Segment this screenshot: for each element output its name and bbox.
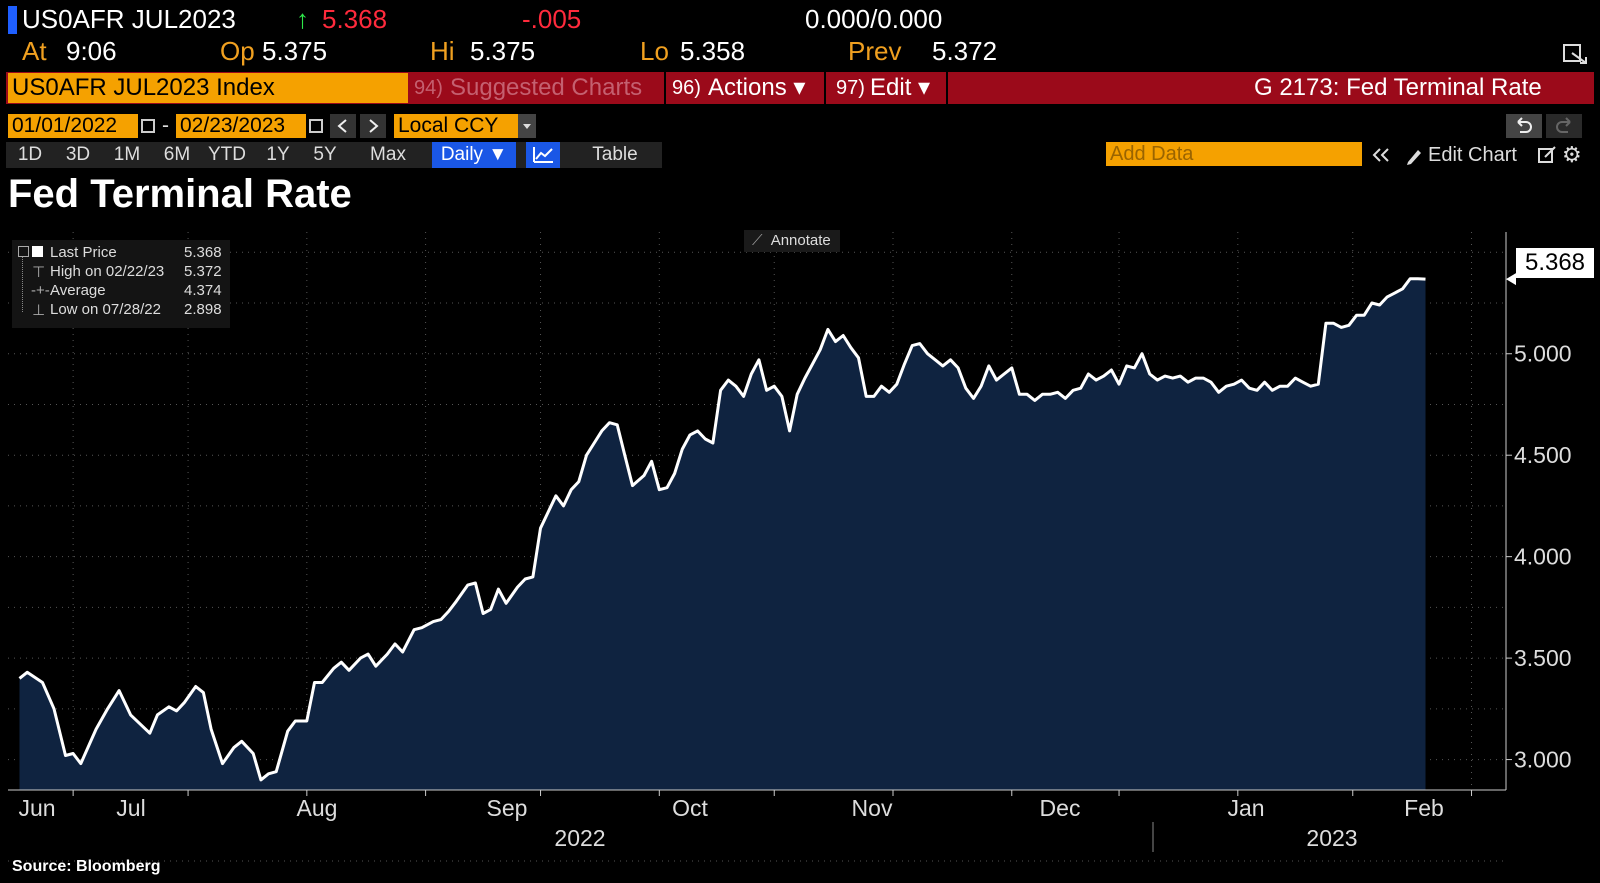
redo-button[interactable]	[1546, 114, 1582, 138]
legend-tree-lines	[22, 256, 24, 312]
menu-divider	[946, 72, 948, 104]
table-button[interactable]: Table	[568, 142, 662, 168]
collapse-icon[interactable]	[1368, 142, 1394, 168]
x-tick-label: Dec	[1040, 795, 1081, 821]
prev-value: 5.372	[932, 36, 998, 66]
x-tick-label: Nov	[852, 795, 893, 821]
security-field[interactable]: US0AFR JUL2023 Index	[8, 73, 408, 103]
period-tab-ytd[interactable]: YTD	[202, 142, 252, 168]
menu-divider	[824, 72, 826, 104]
ticker: US0AFR JUL2023	[22, 4, 236, 34]
open-value: 5.375	[262, 36, 328, 66]
y-tick-label: 5.000	[1514, 341, 1572, 367]
date-separator: -	[162, 114, 169, 137]
next-period-button[interactable]	[360, 114, 386, 138]
edit-icon[interactable]	[1536, 144, 1558, 166]
up-arrow-icon: ↑	[296, 4, 309, 34]
last-value-text: 5.368	[1524, 249, 1586, 276]
period-tab-3d[interactable]: 3D	[56, 142, 100, 168]
legend-low-label: Low on 07/28/22	[50, 301, 161, 318]
actions-button[interactable]: Actions ▾	[708, 74, 806, 101]
gear-icon[interactable]: ⚙	[1562, 142, 1582, 167]
last-price-swatch	[32, 246, 43, 257]
period-tab-1d[interactable]: 1D	[8, 142, 52, 168]
source-note: Source: Bloomberg	[12, 858, 161, 875]
start-date-field[interactable]: 01/01/2022	[8, 114, 138, 138]
add-data-input[interactable]: Add Data	[1106, 142, 1362, 166]
pencil-icon: ⟋	[752, 232, 763, 249]
x-tick-label: Oct	[672, 795, 708, 821]
y-tick-label: 3.000	[1514, 747, 1572, 773]
suggested-charts-button[interactable]: Suggested Charts	[450, 74, 643, 101]
legend-low-value: 2.898	[184, 301, 222, 318]
prev-period-button[interactable]	[330, 114, 356, 138]
period-tab-6m[interactable]: 6M	[154, 142, 200, 168]
average-marker-icon: -+-	[31, 282, 50, 299]
period-tab-1m[interactable]: 1M	[104, 142, 150, 168]
net-change: -.005	[522, 4, 582, 34]
at-label: At	[22, 36, 47, 66]
annotate-button[interactable]: ⟋ Annotate	[744, 230, 840, 252]
legend-box	[12, 240, 230, 328]
series-area	[19, 278, 1426, 790]
edit-chart-button[interactable]: Edit Chart	[1428, 144, 1517, 166]
ticker-marker	[8, 6, 17, 34]
x-tick-label: Aug	[297, 795, 338, 821]
high-value: 5.375	[470, 36, 536, 66]
calendar-icon[interactable]	[308, 114, 324, 138]
chart-title: Fed Terminal Rate	[8, 172, 352, 216]
line-chart-icon[interactable]	[526, 142, 560, 168]
frequency-select[interactable]: Daily ▼	[432, 142, 516, 168]
legend-last-value: 5.368	[184, 244, 222, 261]
y-tick-label: 4.500	[1514, 442, 1572, 468]
chevron-down-icon[interactable]	[518, 114, 536, 138]
last-value-tag: 5.368	[1516, 248, 1594, 278]
x-tick-label: Jun	[18, 795, 55, 821]
menu-divider	[664, 72, 666, 104]
last-price: 5.368	[322, 4, 388, 34]
function-title: G 2173: Fed Terminal Rate	[1254, 74, 1542, 101]
actions-number: 96)	[672, 77, 701, 99]
annotate-label: Annotate	[770, 232, 831, 249]
edit-number: 97)	[836, 77, 865, 99]
high-label: Hi	[430, 36, 455, 66]
bid-ask: 0.000/0.000	[805, 4, 943, 34]
x-tick-label: Feb	[1404, 795, 1444, 821]
end-date-field[interactable]: 02/23/2023	[176, 114, 306, 138]
y-tick-label: 3.500	[1514, 645, 1572, 671]
legend-last-label: Last Price	[50, 244, 117, 261]
x-tick-label: Jan	[1227, 795, 1264, 821]
edit-button[interactable]: Edit ▾	[870, 74, 931, 101]
high-marker-icon: ⊤	[32, 264, 46, 281]
year-label: 2023	[1306, 825, 1357, 851]
legend-high-label: High on 02/22/23	[50, 263, 165, 280]
at-value: 9:06	[66, 36, 117, 66]
open-label: Op	[220, 36, 255, 66]
suggested-charts-number: 94)	[414, 77, 443, 99]
y-tick-label: 4.000	[1514, 544, 1572, 570]
currency-select[interactable]: Local CCY	[394, 114, 518, 138]
period-tab-1y[interactable]: 1Y	[256, 142, 300, 168]
x-tick-label: Sep	[487, 795, 528, 821]
calendar-icon[interactable]	[140, 114, 156, 138]
undo-button[interactable]	[1506, 114, 1542, 138]
legend-average-value: 4.374	[184, 282, 222, 299]
legend-average-label: Average	[50, 282, 106, 299]
popout-icon[interactable]	[1562, 42, 1588, 66]
pencil-icon[interactable]	[1404, 144, 1424, 166]
period-tab-max[interactable]: Max	[350, 142, 426, 168]
low-marker-icon: ⊥	[32, 302, 46, 319]
collapse-box-icon[interactable]	[18, 246, 29, 257]
prev-label: Prev	[848, 36, 902, 66]
low-value: 5.358	[680, 36, 746, 66]
low-label: Lo	[640, 36, 669, 66]
year-label: 2022	[554, 825, 605, 851]
x-tick-label: Jul	[116, 795, 145, 821]
period-tab-5y[interactable]: 5Y	[304, 142, 346, 168]
series-line	[18, 277, 1426, 782]
last-value-pointer	[1506, 273, 1516, 286]
legend-high-value: 5.372	[184, 263, 222, 280]
